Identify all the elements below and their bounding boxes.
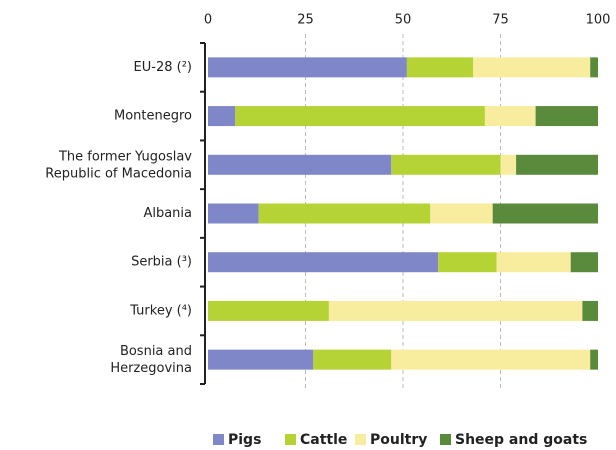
x-tick-label: 25 [297, 13, 314, 28]
bar-segment [328, 300, 583, 321]
legend-label: Pigs [228, 432, 261, 448]
bar-segment [208, 300, 329, 321]
y-tick-label: Turkey (⁴) [129, 303, 192, 318]
y-tick-label: Albania [143, 206, 192, 221]
bar-segment [313, 349, 392, 370]
y-tick-label: Montenegro [114, 109, 192, 124]
bar-segment [391, 349, 591, 370]
bar-segment [235, 106, 485, 127]
x-tick-label: 75 [492, 13, 509, 28]
legend-label: Poultry [370, 432, 427, 448]
bar-segment [473, 57, 591, 78]
legend-label: Sheep and goats [455, 432, 587, 448]
bar-segment [208, 203, 259, 224]
x-tick-label: 0 [204, 13, 212, 28]
bar-segment [208, 154, 392, 175]
bar-segment [208, 57, 407, 78]
bar-segment [438, 252, 497, 273]
bar-segment [535, 106, 598, 127]
legend-swatch [213, 434, 224, 445]
x-tick-label: 100 [586, 13, 611, 28]
y-tick-label: Serbia (³) [131, 255, 192, 270]
y-tick-label: The former Yugoslav Republic of Macedonia [45, 149, 192, 181]
bar-segment [208, 106, 236, 127]
bar-segment [258, 203, 431, 224]
bar-segment [516, 154, 598, 175]
y-tick-label: EU-28 (²) [134, 60, 192, 75]
bar-segment [208, 349, 314, 370]
bar-segment [500, 154, 517, 175]
legend-label: Cattle [300, 432, 347, 448]
y-tick-label: Bosnia and Herzegovina [110, 344, 192, 376]
bar-segment [496, 252, 571, 273]
bar-segment [208, 252, 439, 273]
x-tick-label: 50 [395, 13, 412, 28]
bar-segment [582, 300, 598, 321]
bar-segment [570, 252, 598, 273]
legend-swatch [440, 434, 451, 445]
bar-segment [492, 203, 598, 224]
bar-segment [430, 203, 493, 224]
bar-segment [484, 106, 536, 127]
bar-segment [391, 154, 501, 175]
bar-segment [590, 57, 598, 78]
legend-swatch [355, 434, 366, 445]
bar-segment [590, 349, 598, 370]
bar-segment [406, 57, 474, 78]
legend-swatch [285, 434, 296, 445]
